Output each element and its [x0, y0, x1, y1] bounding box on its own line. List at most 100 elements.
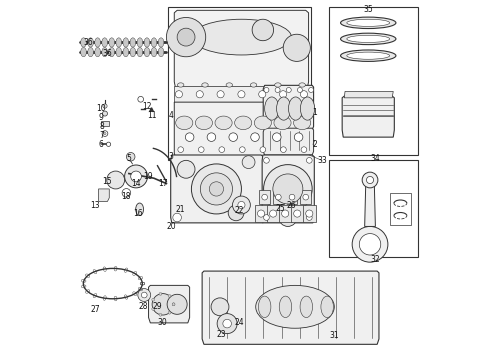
Circle shape — [286, 87, 291, 93]
Text: 1: 1 — [312, 108, 317, 117]
Circle shape — [294, 133, 303, 141]
Circle shape — [309, 87, 314, 93]
Ellipse shape — [300, 97, 315, 120]
Circle shape — [217, 91, 224, 98]
Circle shape — [138, 96, 144, 102]
Text: 18: 18 — [122, 192, 131, 201]
Circle shape — [168, 294, 171, 297]
Ellipse shape — [158, 38, 164, 47]
Bar — [287, 190, 297, 204]
Ellipse shape — [137, 38, 143, 47]
Circle shape — [275, 194, 281, 200]
Text: 4: 4 — [168, 111, 173, 120]
Circle shape — [177, 28, 195, 46]
Circle shape — [126, 153, 135, 161]
Circle shape — [209, 182, 223, 196]
Ellipse shape — [144, 48, 150, 57]
Ellipse shape — [109, 48, 115, 57]
Circle shape — [106, 142, 111, 147]
Circle shape — [262, 194, 268, 200]
Circle shape — [122, 189, 131, 197]
Bar — [273, 190, 284, 204]
Text: 32: 32 — [370, 255, 380, 264]
Circle shape — [294, 210, 301, 217]
Polygon shape — [365, 184, 375, 226]
Text: 24: 24 — [235, 318, 245, 327]
Ellipse shape — [144, 38, 150, 47]
Bar — [390, 193, 411, 225]
Circle shape — [104, 132, 106, 135]
Circle shape — [367, 176, 373, 184]
Circle shape — [131, 171, 142, 182]
Text: 36: 36 — [84, 38, 94, 47]
Ellipse shape — [300, 296, 313, 318]
Circle shape — [289, 194, 295, 200]
Circle shape — [152, 307, 155, 310]
Circle shape — [242, 156, 255, 168]
Circle shape — [159, 292, 162, 295]
Circle shape — [175, 91, 182, 98]
Polygon shape — [344, 91, 393, 98]
Circle shape — [264, 215, 270, 220]
Bar — [329, 7, 418, 155]
Ellipse shape — [274, 116, 291, 130]
Ellipse shape — [151, 48, 157, 57]
Ellipse shape — [289, 97, 303, 120]
Circle shape — [167, 18, 206, 57]
Circle shape — [172, 303, 175, 306]
Bar — [303, 205, 316, 222]
Circle shape — [102, 131, 108, 136]
Ellipse shape — [347, 52, 390, 59]
Ellipse shape — [347, 35, 390, 42]
Polygon shape — [263, 85, 314, 130]
Text: 7: 7 — [99, 131, 104, 140]
Circle shape — [264, 165, 312, 213]
Circle shape — [229, 133, 238, 141]
Circle shape — [107, 171, 124, 189]
Ellipse shape — [196, 116, 213, 130]
Bar — [300, 190, 311, 204]
Circle shape — [196, 91, 203, 98]
Polygon shape — [174, 10, 309, 87]
Ellipse shape — [137, 48, 143, 57]
Ellipse shape — [102, 38, 107, 47]
Circle shape — [279, 91, 287, 98]
Circle shape — [306, 157, 312, 163]
Ellipse shape — [81, 48, 86, 57]
Circle shape — [142, 292, 147, 298]
Polygon shape — [171, 155, 264, 223]
Ellipse shape — [95, 38, 100, 47]
Text: 2: 2 — [312, 140, 317, 149]
Circle shape — [259, 91, 266, 98]
Polygon shape — [202, 271, 379, 344]
Ellipse shape — [341, 50, 396, 62]
Circle shape — [300, 91, 308, 98]
Ellipse shape — [294, 116, 311, 130]
Circle shape — [192, 164, 242, 214]
Circle shape — [152, 298, 155, 301]
Bar — [168, 7, 311, 160]
Text: 25: 25 — [276, 204, 286, 213]
Circle shape — [178, 147, 184, 153]
Circle shape — [223, 319, 231, 328]
Polygon shape — [262, 155, 314, 223]
Circle shape — [279, 208, 297, 226]
Circle shape — [275, 87, 280, 93]
Circle shape — [103, 104, 107, 108]
Ellipse shape — [88, 38, 94, 47]
Ellipse shape — [151, 38, 157, 47]
Circle shape — [258, 210, 265, 217]
Circle shape — [219, 147, 224, 153]
Circle shape — [207, 133, 216, 141]
Circle shape — [232, 196, 250, 214]
Ellipse shape — [275, 83, 281, 87]
Ellipse shape — [130, 38, 136, 47]
Circle shape — [264, 157, 270, 163]
Text: 28: 28 — [139, 302, 148, 311]
Ellipse shape — [192, 19, 292, 55]
Bar — [279, 205, 292, 222]
Text: 3: 3 — [168, 152, 173, 161]
Circle shape — [217, 314, 237, 334]
Circle shape — [282, 210, 289, 217]
Polygon shape — [98, 189, 109, 202]
